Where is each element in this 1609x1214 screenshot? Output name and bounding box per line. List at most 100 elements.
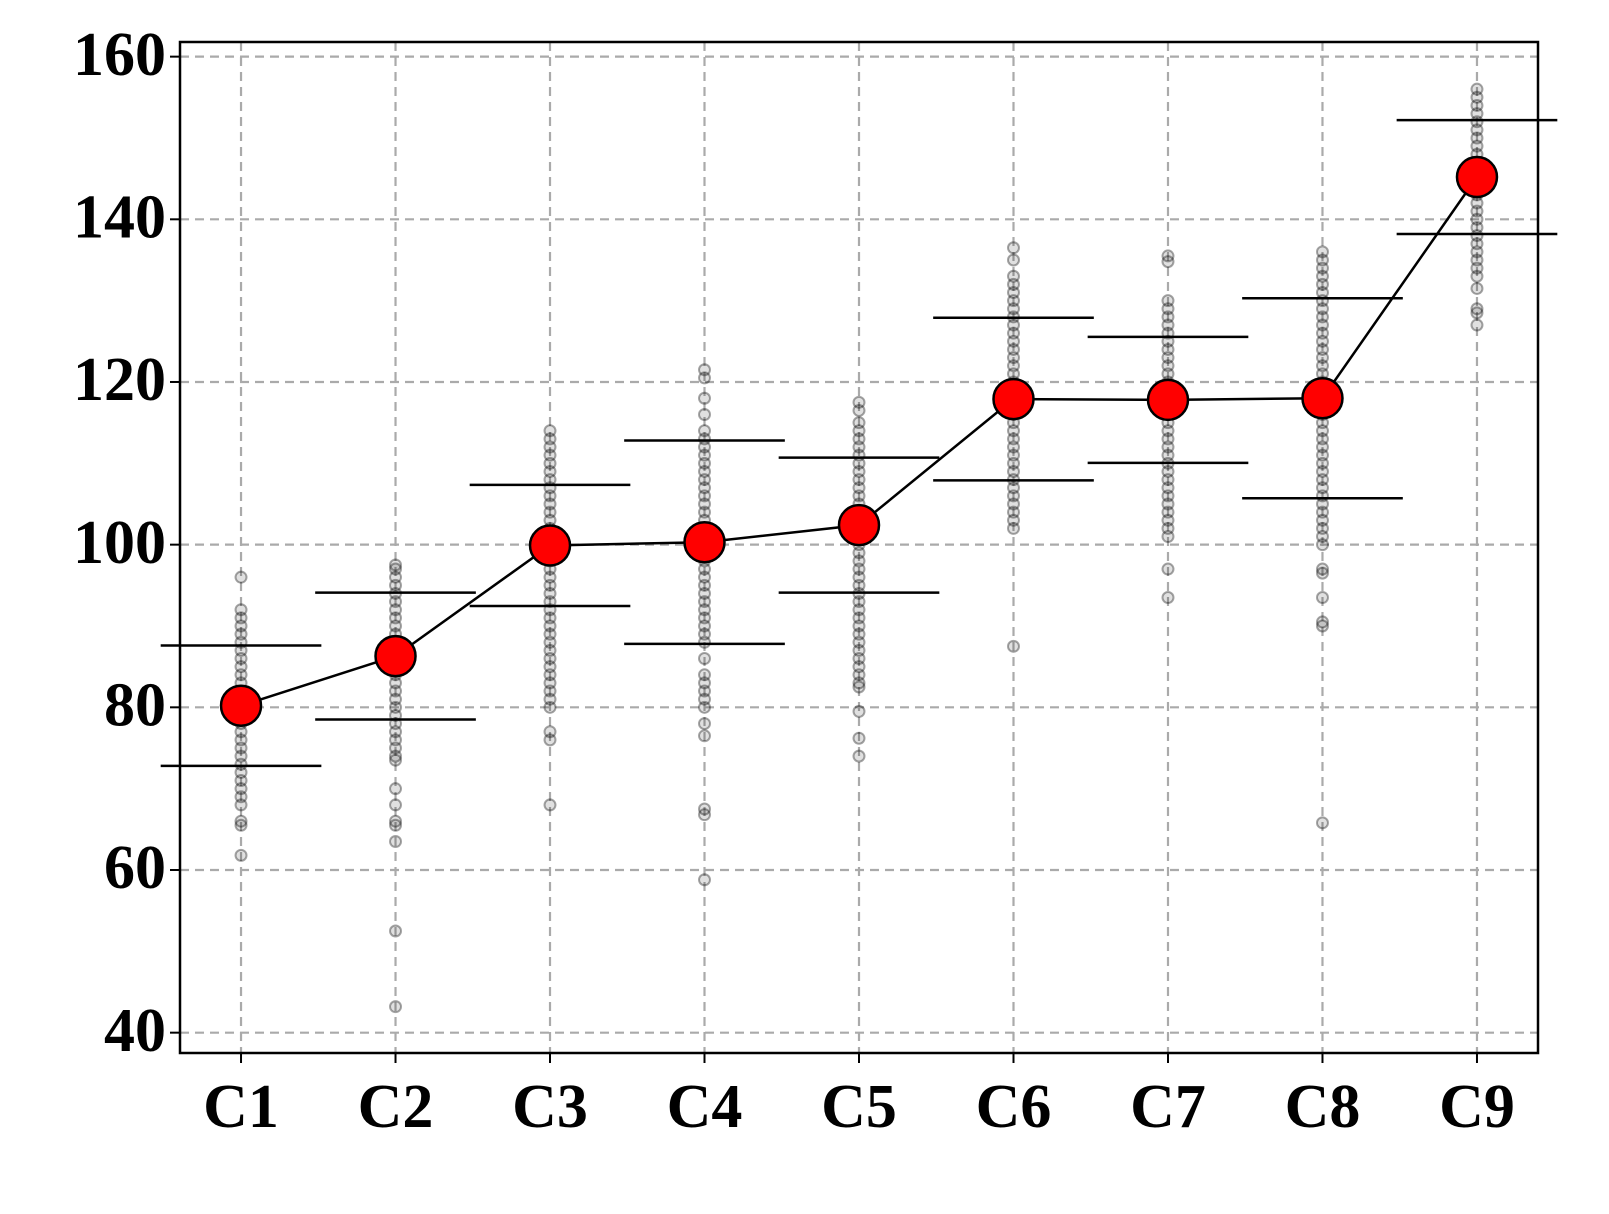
- x-tick-label: C2: [358, 1073, 434, 1141]
- sample-point: [852, 749, 866, 763]
- sample-point: [1315, 816, 1329, 830]
- sample-point: [1006, 334, 1020, 348]
- sample-point: [389, 741, 403, 755]
- sample-point: [389, 708, 403, 722]
- sample-point: [1315, 464, 1329, 478]
- sample-point: [543, 464, 557, 478]
- sample-point: [234, 790, 248, 804]
- sample-point: [1161, 473, 1175, 487]
- sample-point: [234, 814, 248, 828]
- sample-point: [543, 489, 557, 503]
- sample-point: [234, 660, 248, 674]
- sample-point: [1315, 448, 1329, 462]
- sample-point: [1315, 481, 1329, 495]
- sample-point: [852, 619, 866, 633]
- sample-point: [852, 489, 866, 503]
- sample-point: [852, 554, 866, 568]
- mean-marker: [528, 524, 572, 567]
- sample-point: [389, 749, 403, 763]
- sample-point: [698, 473, 712, 487]
- sample-point: [1006, 326, 1020, 340]
- sample-point: [1006, 489, 1020, 503]
- sample-point: [234, 627, 248, 641]
- sample-point: [1161, 521, 1175, 535]
- sample-point: [234, 652, 248, 666]
- sample-point: [1315, 253, 1329, 267]
- sample-point: [389, 717, 403, 731]
- sample-point: [1006, 351, 1020, 365]
- mean-marker: [374, 634, 417, 678]
- sample-point: [234, 668, 248, 682]
- sample-point: [698, 424, 712, 438]
- sample-point: [698, 873, 712, 887]
- sample-point: [543, 505, 557, 519]
- sample-point: [389, 733, 403, 747]
- sample-point: [389, 684, 403, 698]
- sample-point: [1161, 591, 1175, 605]
- sample-point: [698, 808, 712, 822]
- x-tick-label: C5: [821, 1073, 897, 1141]
- sample-point: [1470, 98, 1484, 112]
- sample-point: [1315, 277, 1329, 291]
- sample-point: [1315, 530, 1329, 544]
- sample-point: [852, 652, 866, 666]
- sample-point: [543, 635, 557, 649]
- y-tick-label: 100: [73, 509, 166, 577]
- sample-point: [852, 416, 866, 430]
- sample-point: [543, 586, 557, 600]
- sample-point: [543, 700, 557, 714]
- sample-point: [1161, 489, 1175, 503]
- sample-point: [852, 570, 866, 584]
- sample-point: [698, 497, 712, 511]
- mean-marker: [219, 684, 263, 727]
- sample-point: [1470, 318, 1484, 332]
- y-tick-label: 60: [104, 834, 166, 902]
- sample-point: [698, 652, 712, 666]
- sample-point: [1470, 131, 1484, 145]
- sample-point: [852, 403, 866, 417]
- sample-point: [543, 578, 557, 592]
- sample-point: [852, 603, 866, 617]
- sample-point: [1315, 473, 1329, 487]
- sample-point: [1161, 424, 1175, 438]
- plot-frame: [178, 40, 1540, 1055]
- sample-point: [698, 802, 712, 816]
- x-tick-label: C3: [512, 1073, 588, 1141]
- sample-point: [1006, 448, 1020, 462]
- sample-point: [389, 1000, 403, 1014]
- sample-point: [1161, 440, 1175, 454]
- sample-point: [1315, 591, 1329, 605]
- sample-point: [1470, 237, 1484, 251]
- sample-point: [389, 835, 403, 849]
- sample-point: [543, 798, 557, 812]
- sample-point: [1006, 481, 1020, 495]
- x-tick-label: C4: [667, 1073, 743, 1141]
- sample-point: [234, 818, 248, 832]
- sample-point: [1006, 639, 1020, 653]
- sample-point: [852, 660, 866, 674]
- sample-point: [852, 562, 866, 576]
- sample-point: [852, 595, 866, 609]
- sample-point: [389, 924, 403, 938]
- sample-point: [1161, 294, 1175, 308]
- sample-point: [1470, 261, 1484, 275]
- sample-point: [1161, 249, 1175, 263]
- sample-point: [1006, 424, 1020, 438]
- sample-point: [234, 603, 248, 617]
- sample-point: [1161, 448, 1175, 462]
- sample-point: [543, 733, 557, 747]
- mean-marker: [1455, 155, 1499, 199]
- sample-point: [543, 676, 557, 690]
- sample-point: [1006, 241, 1020, 255]
- sample-point: [1315, 521, 1329, 535]
- sample-point: [543, 692, 557, 706]
- sample-point: [852, 643, 866, 657]
- sample-point: [1315, 619, 1329, 633]
- sample-point: [698, 611, 712, 625]
- sample-point: [1161, 432, 1175, 446]
- sample-point: [1161, 351, 1175, 365]
- sample-point: [1161, 497, 1175, 511]
- sample-point: [698, 586, 712, 600]
- y-tick-label: 40: [104, 997, 166, 1065]
- sample-point: [234, 798, 248, 812]
